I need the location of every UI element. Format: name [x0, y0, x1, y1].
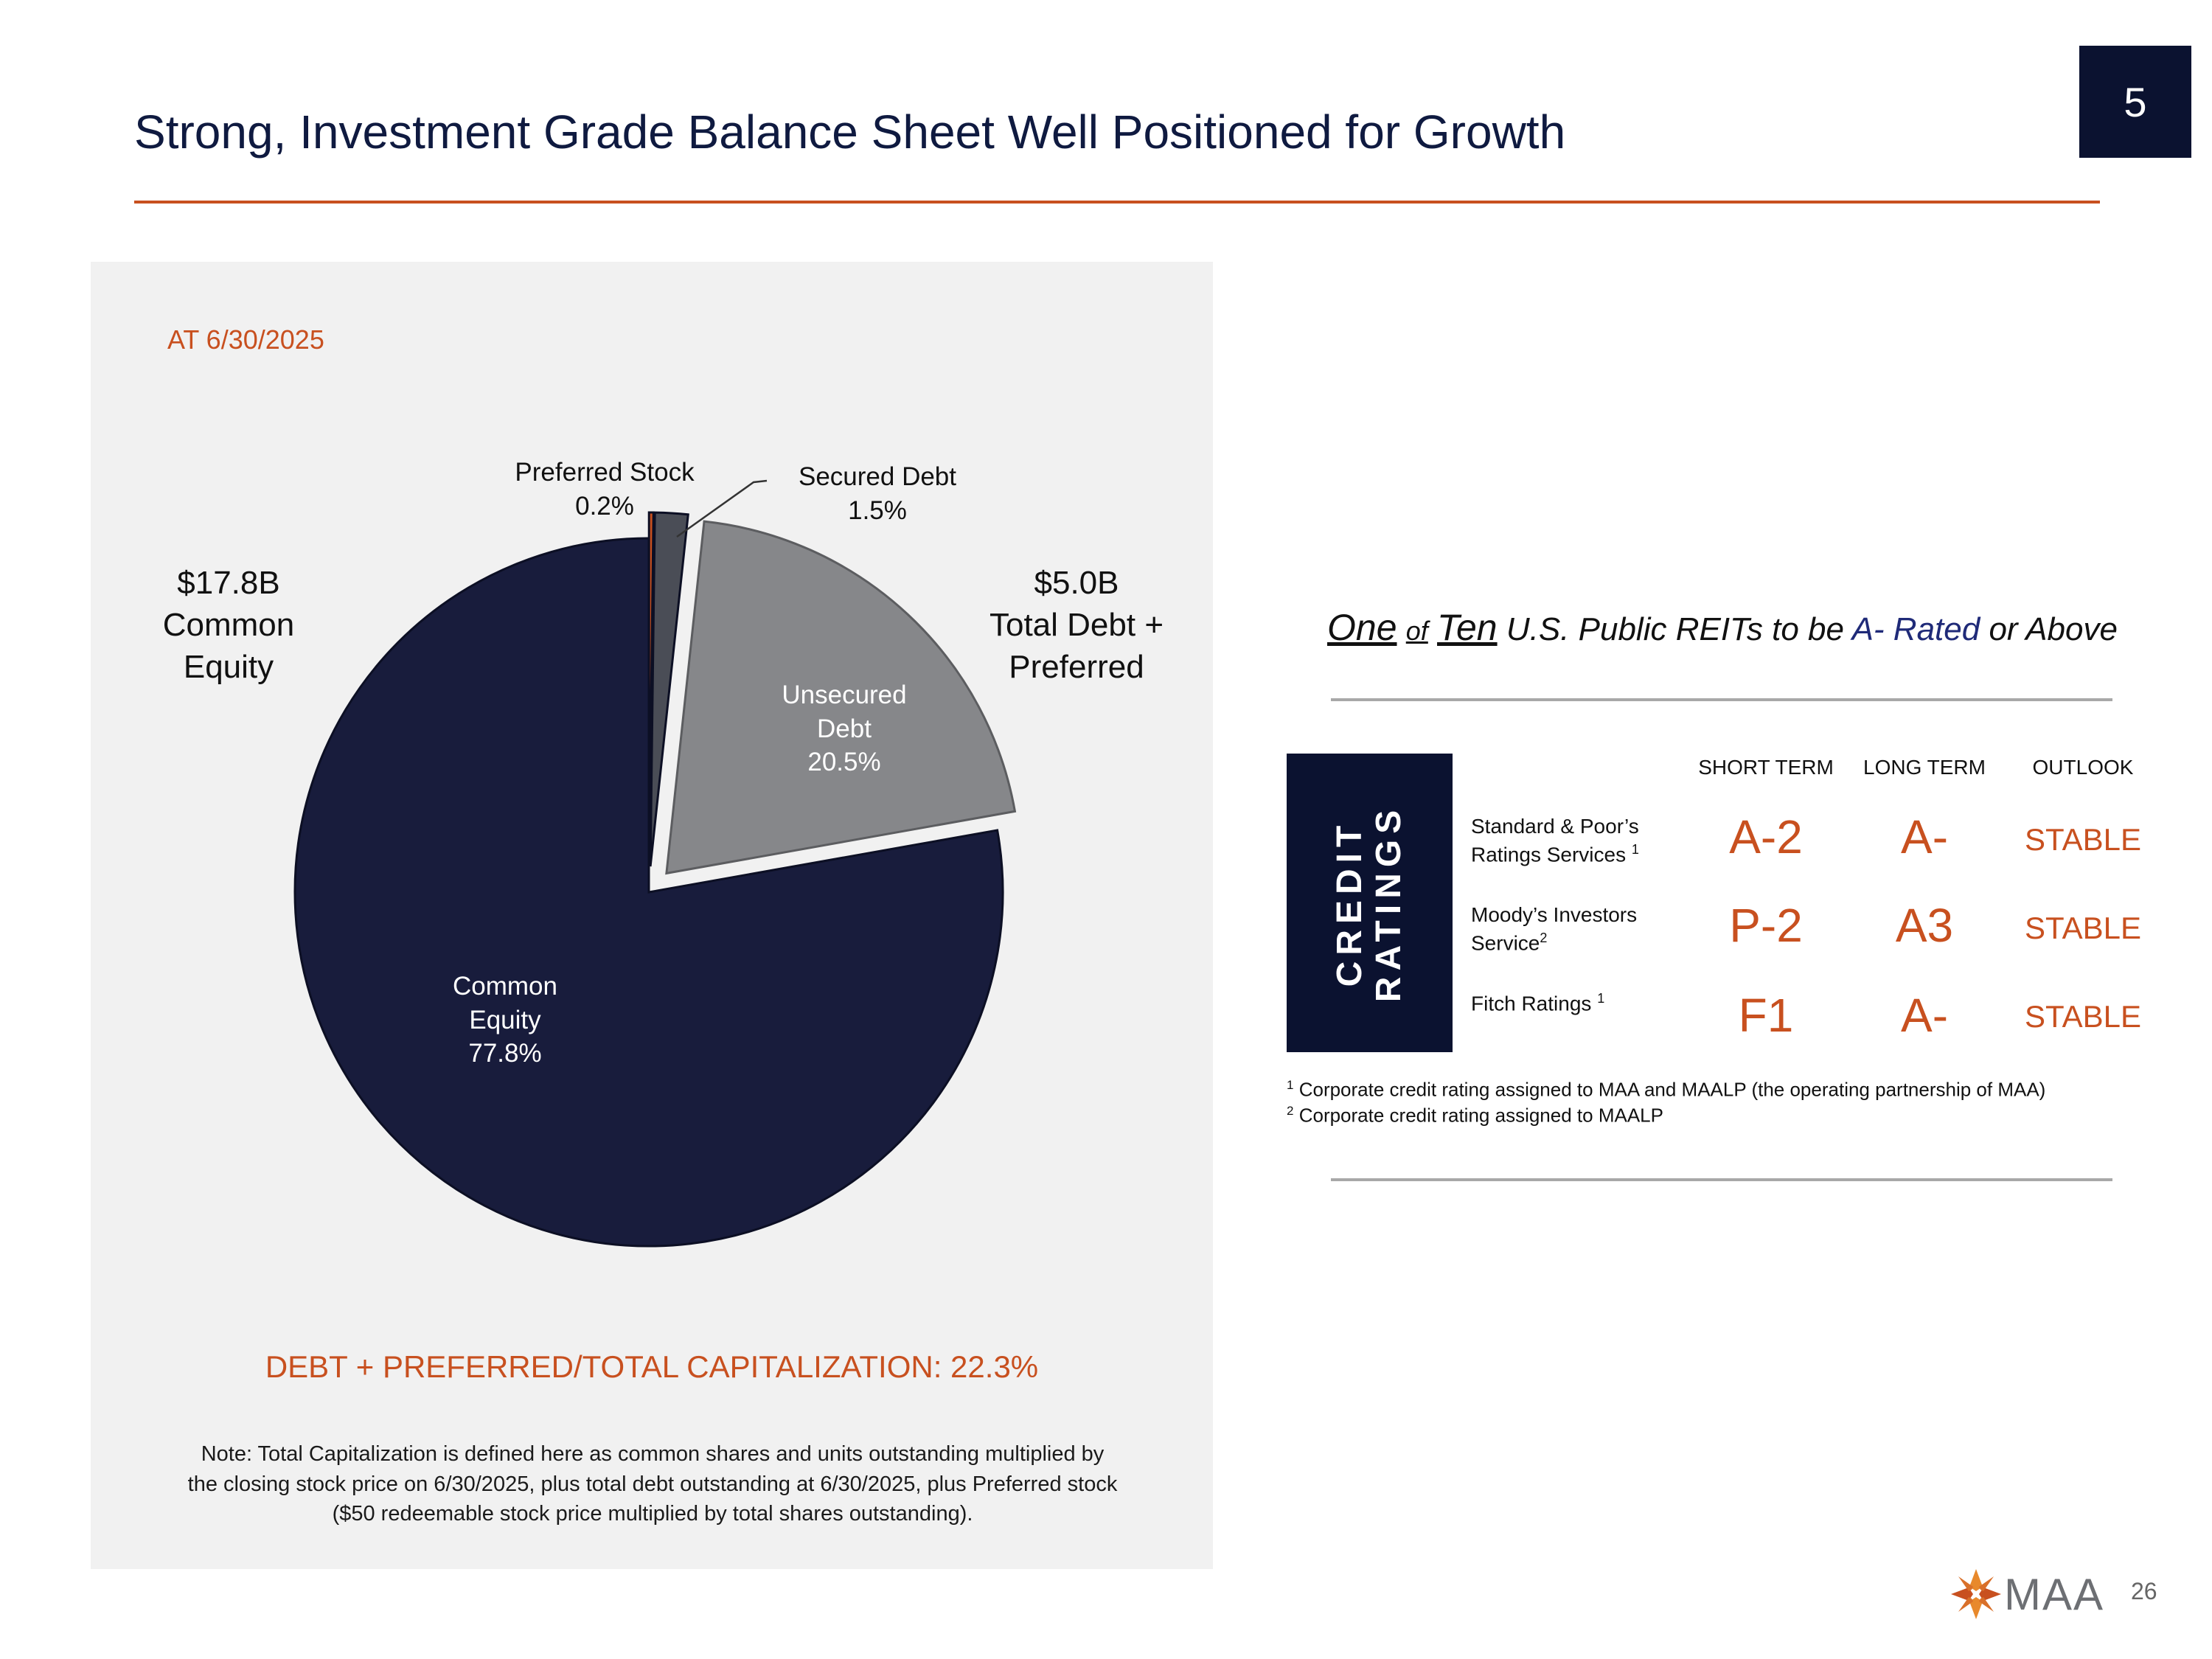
agency-fitch-line-1: Fitch Ratings — [1471, 992, 1592, 1015]
secured-debt-label: Secured Debt 1.5% — [767, 460, 988, 527]
common-equity-pct: 77.8% — [468, 1039, 542, 1068]
moodys-short-term-rating: P-2 — [1729, 899, 1803, 952]
common-equity-total: $17.8B Common Equity — [125, 562, 332, 689]
agency-sp: Standard & Poor’s Ratings Services 1 — [1471, 813, 1639, 869]
debt-total-label-1: Total Debt + — [989, 607, 1164, 644]
common-equity-label-1: Common — [162, 607, 295, 644]
unsecured-debt-label: Unsecured Debt 20.5% — [737, 678, 951, 779]
capitalization-pie-chart — [293, 511, 1017, 1248]
footnote-2: 2 Corporate credit rating assigned to MA… — [1287, 1104, 1663, 1127]
credit-heading-line-2: RATINGS — [1368, 804, 1408, 1002]
claim-divider-top — [1331, 698, 2112, 701]
page-number: 26 — [2131, 1578, 2157, 1604]
maa-logo-mark-icon — [1951, 1569, 2001, 1619]
agency-moodys: Moody’s Investors Service2 — [1471, 901, 1637, 957]
claim-ten: Ten — [1437, 607, 1498, 648]
sp-short-term-rating: A-2 — [1729, 810, 1803, 863]
claim-of: of — [1405, 616, 1428, 646]
unsecured-debt-name-2: Debt — [817, 714, 872, 743]
agency-sp-line-1: Standard & Poor’s — [1471, 815, 1639, 838]
preferred-stock-pct: 0.2% — [575, 491, 634, 521]
agency-sp-note: 1 — [1631, 841, 1639, 857]
unsecured-debt-name-1: Unsecured — [782, 681, 907, 709]
common-equity-name-2: Equity — [469, 1005, 541, 1034]
column-header-long-term: LONG TERM — [1863, 756, 1986, 779]
agency-fitch-line-1-wrap: Fitch Ratings 1 — [1471, 990, 1604, 1018]
agency-fitch: Fitch Ratings 1 — [1471, 990, 1604, 1018]
common-equity-slice-label: Common Equity 77.8% — [398, 970, 612, 1071]
title-divider — [134, 201, 2100, 204]
claim-middle: U.S. Public REITs to be — [1506, 611, 1844, 647]
moodys-outlook: STABLE — [2025, 911, 2141, 945]
common-equity-amount: $17.8B — [177, 565, 280, 601]
column-header-short-term: SHORT TERM — [1698, 756, 1834, 779]
footnote-1: 1 Corporate credit rating assigned to MA… — [1287, 1078, 2045, 1102]
footnote-2-text: Corporate credit rating assigned to MAAL… — [1298, 1104, 1663, 1127]
capitalization-note: Note: Total Capitalization is defined he… — [147, 1439, 1158, 1529]
credit-ratings-box: CREDIT RATINGS — [1287, 754, 1453, 1052]
agency-sp-line-2: Ratings Services — [1471, 843, 1627, 866]
credit-ratings-heading: CREDIT RATINGS — [1329, 804, 1409, 1002]
fitch-long-term-rating: A- — [1901, 989, 1948, 1042]
preferred-stock-label: Preferred Stock 0.2% — [487, 456, 723, 523]
fitch-short-term-rating: F1 — [1738, 989, 1794, 1042]
debt-preferred-total: $5.0B Total Debt + Preferred — [959, 562, 1194, 689]
agency-moodys-line-2-wrap: Service2 — [1471, 929, 1637, 957]
secured-debt-name: Secured Debt — [798, 462, 957, 491]
debt-total-label-2: Preferred — [1009, 649, 1144, 686]
capitalization-ratio: DEBT + PREFERRED/TOTAL CAPITALIZATION: 2… — [265, 1349, 1039, 1384]
footnote-2-mark: 2 — [1287, 1104, 1294, 1118]
note-line-1: Note: Total Capitalization is defined he… — [201, 1442, 1105, 1466]
slide-title: Strong, Investment Grade Balance Sheet W… — [134, 105, 1566, 159]
claim-divider-bottom — [1331, 1178, 2112, 1181]
pie-slice-preferred-stock — [647, 511, 655, 867]
maa-logo: MAA — [1947, 1565, 2109, 1624]
claim-end: or Above — [1989, 611, 2118, 647]
common-equity-name-1: Common — [453, 972, 557, 1001]
agency-moodys-note: 2 — [1540, 930, 1548, 945]
agency-fitch-note: 1 — [1597, 991, 1605, 1006]
rating-claim: One of Ten U.S. Public REITs to be A- Ra… — [1327, 606, 2118, 649]
moodys-long-term-rating: A3 — [1895, 899, 1954, 952]
sp-long-term-rating: A- — [1901, 810, 1948, 863]
sp-outlook: STABLE — [2025, 822, 2141, 857]
fitch-outlook: STABLE — [2025, 999, 2141, 1034]
preferred-stock-name: Preferred Stock — [515, 458, 695, 487]
unsecured-debt-pct: 20.5% — [807, 748, 881, 776]
claim-rating: A- Rated — [1851, 611, 1980, 647]
maa-logo-text: MAA — [2004, 1570, 2105, 1619]
agency-moodys-line-1: Moody’s Investors — [1471, 903, 1638, 926]
as-of-date: AT 6/30/2025 — [167, 324, 324, 355]
agency-sp-line-2-wrap: Ratings Services 1 — [1471, 841, 1639, 869]
footnote-1-text: Corporate credit rating assigned to MAA … — [1298, 1078, 2046, 1101]
debt-total-amount: $5.0B — [1034, 565, 1119, 601]
note-line-3: ($50 redeemable stock price multiplied b… — [332, 1502, 973, 1526]
note-line-2: the closing stock price on 6/30/2025, pl… — [187, 1472, 1118, 1496]
secured-debt-pct: 1.5% — [848, 495, 907, 525]
pie-slice-common-equity — [293, 537, 1004, 1248]
agency-moodys-line-2: Service — [1471, 931, 1540, 955]
common-equity-label-2: Equity — [183, 649, 274, 686]
footnote-1-mark: 1 — [1287, 1078, 1294, 1092]
section-number-badge: 5 — [2079, 46, 2191, 158]
column-header-outlook: OUTLOOK — [2032, 756, 2134, 779]
claim-one: One — [1327, 607, 1397, 648]
credit-heading-line-1: CREDIT — [1329, 819, 1369, 987]
